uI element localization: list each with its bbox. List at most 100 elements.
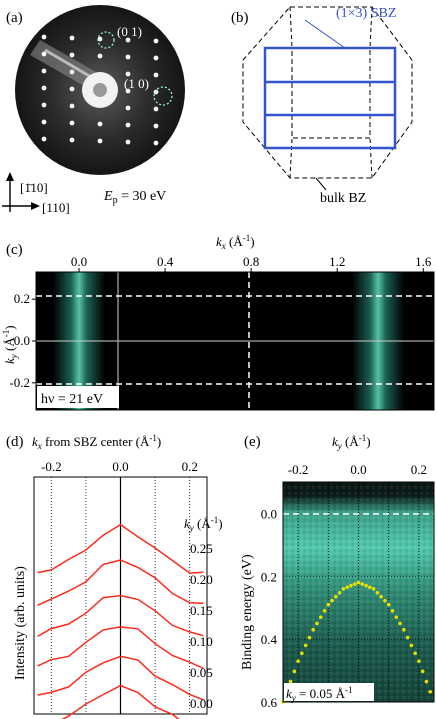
panel-e-annotation: ky = 0.05 Å-1	[286, 685, 353, 703]
panel-e-ytick-label: 0.0	[261, 506, 277, 521]
leed-spot	[153, 89, 159, 95]
panel-e-dispersion-dot	[341, 587, 346, 591]
leed-spot	[97, 121, 103, 127]
leed-spot	[153, 106, 159, 112]
panel-c-label: (c)	[6, 242, 23, 258]
panel-e-dispersion-dot	[326, 602, 331, 607]
leed-spot	[97, 36, 103, 42]
leed-spot	[125, 139, 131, 145]
photon-label-bg	[37, 386, 119, 408]
leed-spot	[69, 137, 75, 143]
panel-c-xlabel: kx (Å-1)	[216, 233, 255, 251]
beam-energy: Ep = 30 eV	[103, 189, 166, 206]
bz-edge-1	[289, 6, 293, 49]
panel-b-label: (b)	[231, 10, 249, 26]
panel-e-dispersion-dot	[417, 659, 421, 663]
leed-spot	[41, 51, 47, 57]
leed-spot	[97, 138, 103, 144]
panel-e-dispersion-dot	[315, 621, 319, 626]
panel-e-dispersion-dot	[337, 590, 342, 595]
panel-c-ytick-label: -0.2	[9, 375, 30, 390]
panel-d-curve-label: 0.20	[190, 572, 213, 587]
annotation-bg	[284, 683, 374, 701]
leed-spot	[153, 123, 159, 129]
leed-spot	[69, 103, 75, 109]
spot-10-label: (1 0)	[124, 76, 149, 91]
leed-spot	[153, 140, 159, 146]
panel-e-dispersion-dot	[288, 679, 293, 684]
direction-horizontal-label: [110]	[42, 200, 70, 215]
leed-spot	[125, 88, 131, 94]
panel-b: (b) (1×3) SBZ bulk BZ	[231, 6, 413, 206]
panel-e-xtick-label: 0.0	[350, 462, 366, 477]
panel-e-yticks: 0.0 0.2 0.4 0.6	[261, 506, 278, 710]
panel-d: (d) kx from SBZ center (Å-1) -0.2 0.0 0.2 …	[6, 433, 223, 719]
leed-spot	[125, 37, 131, 43]
panel-d-curve	[37, 559, 204, 606]
panel-d-label: (d)	[6, 434, 24, 450]
leed-spot	[153, 38, 159, 44]
panel-e-label: (e)	[244, 434, 261, 450]
bulk-bz-inner	[291, 47, 371, 139]
panel-d-curve-labels: 0.25 0.20 0.15 0.10 0.05 0.00	[190, 541, 213, 711]
panel-e-dispersion-dot	[322, 609, 327, 613]
panel-c-xtick-label: 1.2	[329, 254, 345, 269]
bulk-bz-outline	[242, 6, 413, 179]
panel-e-ytick-label: 0.2	[261, 569, 277, 584]
panel-d-curve-label: 0.25	[190, 541, 213, 556]
panel-e-dispersion-dot	[360, 582, 365, 586]
panel-c-xtick-label: 1.6	[415, 254, 432, 269]
bulk-leader	[315, 177, 327, 191]
panel-e-dispersion-dot	[292, 669, 297, 674]
arrow-horizontal-head	[31, 202, 40, 210]
bz-edge-3	[289, 137, 293, 179]
panel-c-xtick-label: 0.8	[243, 254, 259, 269]
bulk-label: bulk BZ	[320, 191, 366, 206]
spot-10-marker	[153, 86, 173, 106]
panel-e-dispersion-dot	[383, 598, 387, 603]
panel-e-dispersion-dot	[334, 594, 338, 599]
panel-e-xtick-label: 0.2	[411, 462, 427, 477]
panel-d-curve	[37, 626, 204, 670]
spot-01-label: (0 1)	[117, 24, 142, 39]
bz-edge-4	[369, 137, 373, 179]
sbz-outline	[263, 46, 397, 150]
leed-spot	[125, 105, 131, 111]
panel-e-dispersion-dot	[303, 643, 308, 648]
panel-e-xticks: -0.2 0.0 0.2	[288, 462, 427, 477]
panel-e-dispersion-dot	[356, 580, 361, 585]
leed-spot	[153, 72, 159, 78]
panel-d-curve-label: 0.15	[190, 603, 213, 618]
panel-e-dispersion-dot	[405, 635, 410, 640]
leed-spot	[41, 119, 47, 125]
panel-e-xlabel: ky (Å-1)	[332, 433, 371, 451]
panel-e-dispersion-dot	[352, 582, 357, 586]
panel-e-dispersion-dot	[307, 635, 312, 640]
panel-d-curve	[37, 523, 204, 574]
leed-spot	[69, 120, 75, 126]
panel-d-curve	[37, 594, 204, 638]
panel-e-gridlines	[283, 482, 434, 702]
panel-c-ytick-label: 0.2	[14, 291, 30, 306]
panel-e-dispersion-dot	[394, 615, 399, 619]
direction-vertical-label: [1̄10]	[20, 180, 48, 195]
panel-e-dispersion-dot	[300, 651, 304, 656]
panel-a-label: (a)	[6, 10, 23, 26]
panel-e-frame	[282, 481, 435, 703]
panel-c-xticks: 0.0 0.4 0.8 1.2 1.6	[71, 254, 432, 272]
panel-d-curve-label: 0.10	[190, 634, 213, 649]
leed-spot	[41, 68, 47, 74]
panel-d-curve-label: 0.05	[190, 665, 213, 680]
leed-spot	[41, 34, 47, 40]
leed-spot	[69, 86, 75, 92]
panel-e-dispersion-dot	[318, 615, 323, 619]
leed-spot	[69, 52, 75, 58]
panel-e-dispersion-dot	[375, 590, 380, 595]
panel-e: (e) ky (Å-1) -0.2 0.0 0.2 0.0 0.2 0.4 0.6 Bin…	[240, 433, 435, 710]
panel-c-ylabel: ky (Å-1)	[1, 325, 19, 364]
panel-e-dispersion-dot	[420, 669, 425, 674]
leed-spot	[41, 102, 47, 108]
panel-e-dispersion-dot	[345, 585, 349, 590]
panel-e-dispersion-dot	[424, 679, 429, 684]
electron-gun-center	[93, 83, 107, 97]
